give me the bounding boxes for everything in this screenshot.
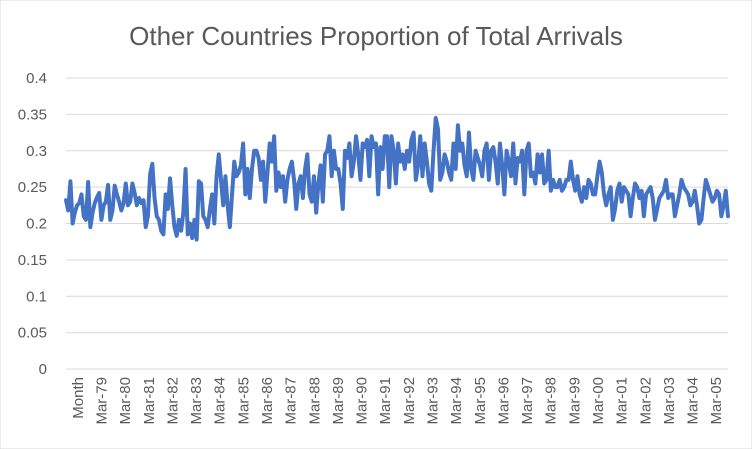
y-axis-ticks: 0 0.05 0.1 0.15 0.2 0.25 0.3 0.35 0.4 (18, 70, 47, 378)
x-tick-label: Mar-79 (93, 377, 110, 425)
x-tick-label: Mar-86 (259, 377, 276, 425)
x-tick-label: Mar-02 (637, 377, 654, 425)
series-layer (64, 116, 730, 242)
x-tick-label: Mar-97 (519, 377, 536, 425)
y-tick-label: 0.05 (18, 325, 47, 342)
x-tick-label: Mar-99 (566, 377, 583, 425)
x-tick-label: Mar-89 (330, 377, 347, 425)
y-tick-label: 0.2 (26, 216, 47, 233)
x-tick-label: Mar-96 (495, 377, 512, 425)
x-tick-label: Mar-87 (283, 377, 300, 425)
x-axis-ticks: Month Mar-79 Mar-80 Mar-81 Mar-82 Mar-83 Mar-8… (70, 377, 725, 425)
x-tick-label: Mar-04 (685, 377, 702, 425)
x-tick-label: Mar-80 (117, 377, 134, 425)
y-tick-label: 0.15 (18, 252, 47, 269)
series-line (64, 116, 730, 242)
x-tick-label: Month (70, 377, 87, 419)
y-tick-label: 0.1 (26, 288, 47, 305)
chart-title: Other Countries Proportion of Total Arri… (129, 21, 623, 51)
x-tick-label: Mar-85 (235, 377, 252, 425)
y-tick-label: 0.35 (18, 106, 47, 123)
y-tick-label: 0.3 (26, 143, 47, 160)
y-tick-label: 0.4 (26, 70, 47, 87)
x-tick-label: Mar-83 (188, 377, 205, 425)
x-tick-label: Mar-84 (212, 377, 229, 425)
x-tick-label: Mar-00 (590, 377, 607, 425)
x-tick-label: Mar-94 (448, 377, 465, 425)
x-tick-label: Mar-98 (543, 377, 560, 425)
gridlines (66, 77, 728, 370)
x-tick-label: Mar-90 (354, 377, 371, 425)
x-tick-label: Mar-91 (377, 377, 394, 425)
y-tick-label: 0 (39, 361, 47, 378)
x-tick-label: Mar-92 (401, 377, 418, 425)
x-tick-label: Mar-81 (141, 377, 158, 425)
x-tick-label: Mar-01 (614, 377, 631, 425)
x-tick-label: Mar-95 (472, 377, 489, 425)
x-tick-label: Mar-05 (708, 377, 725, 425)
x-tick-label: Mar-82 (164, 377, 181, 425)
x-tick-label: Mar-03 (661, 377, 678, 425)
y-tick-label: 0.25 (18, 179, 47, 196)
x-tick-label: Mar-93 (424, 377, 441, 425)
x-tick-label: Mar-88 (306, 377, 323, 425)
